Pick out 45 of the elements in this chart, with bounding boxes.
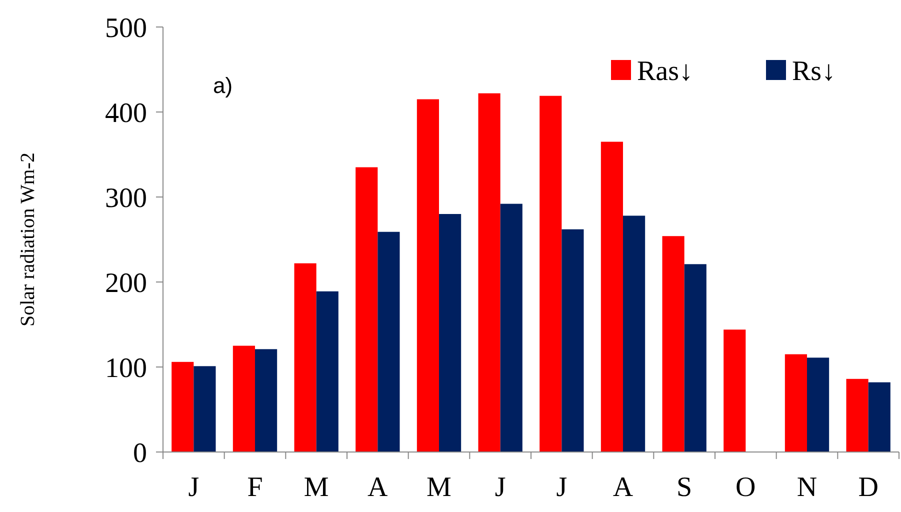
x-tick-label: J [188, 472, 200, 503]
bar [316, 291, 338, 452]
y-tick-label: 0 [133, 438, 147, 469]
legend-label: Ras↓ [637, 56, 693, 87]
x-tick-label: F [247, 472, 263, 503]
bar [439, 214, 462, 452]
bar [807, 358, 830, 452]
y-axis-title: Solar radiation Wm-2 [17, 152, 39, 327]
x-tick-label: M [304, 472, 329, 503]
bar [784, 354, 807, 452]
legend-label: Rs↓ [792, 56, 836, 87]
bar [868, 382, 890, 452]
bar [600, 142, 623, 452]
x-tick-label: N [796, 472, 818, 503]
x-tick-label: A [612, 472, 634, 503]
x-tick-label: J [556, 472, 568, 503]
bar [562, 229, 584, 452]
x-tick-label: O [736, 472, 756, 503]
bar [724, 330, 746, 452]
y-tick-label: 300 [105, 182, 147, 214]
bar [540, 96, 562, 452]
bar [623, 216, 646, 452]
annotation: a) [213, 73, 233, 98]
bar [194, 366, 216, 452]
bar [662, 236, 684, 452]
x-tick-label: S [676, 472, 692, 503]
bar [232, 346, 255, 452]
bar [172, 362, 194, 452]
bar [378, 232, 400, 452]
bar [478, 93, 500, 452]
x-tick-label: D [858, 472, 878, 503]
bar [500, 204, 522, 452]
bar [356, 167, 378, 452]
y-tick-label: 200 [105, 268, 147, 299]
bar [416, 99, 439, 452]
x-tick-label: M [426, 472, 452, 503]
bar [294, 263, 316, 452]
y-tick-label: 400 [105, 98, 147, 129]
bar [255, 349, 278, 452]
bar [684, 264, 706, 452]
x-tick-label: J [494, 472, 506, 503]
y-tick-label: 100 [105, 352, 147, 384]
x-tick-label: A [368, 472, 389, 503]
y-tick-label: 500 [105, 12, 147, 44]
bar [846, 378, 868, 452]
